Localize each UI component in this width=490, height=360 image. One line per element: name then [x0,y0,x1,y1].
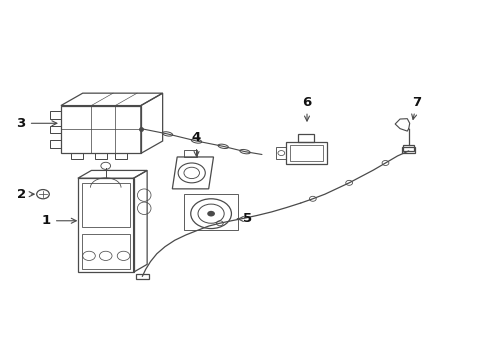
Bar [403,145,414,150]
Text: 7: 7 [412,95,421,120]
Bar [184,194,238,230]
Text: 3: 3 [17,117,57,130]
Bar [286,142,327,164]
Bar [184,150,196,157]
Bar [290,145,323,161]
Circle shape [207,211,215,216]
Text: 5: 5 [237,212,252,225]
Text: 4: 4 [192,131,201,157]
Bar [402,147,415,153]
Bar [298,134,314,142]
Bar [136,274,148,279]
Text: 2: 2 [17,188,34,201]
Bar [82,183,130,227]
Text: 1: 1 [42,214,76,227]
Bar [82,234,130,269]
Text: 6: 6 [302,95,312,121]
